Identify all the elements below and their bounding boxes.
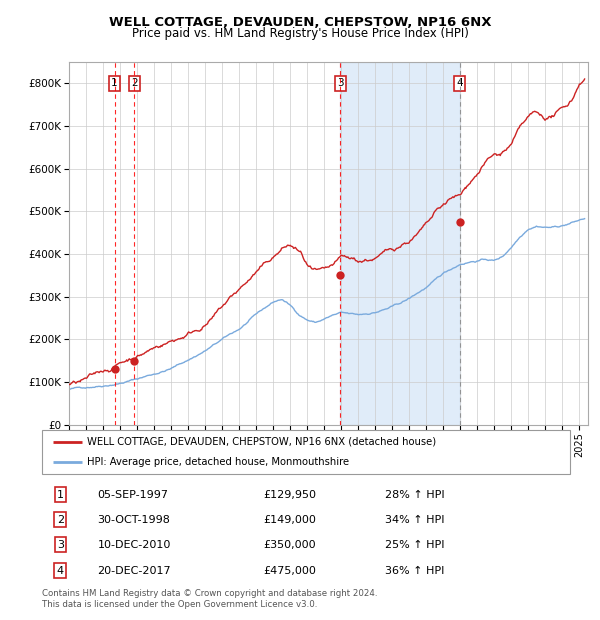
Text: 4: 4	[57, 565, 64, 576]
Text: 28% ↑ HPI: 28% ↑ HPI	[385, 490, 445, 500]
Text: 3: 3	[337, 78, 344, 88]
FancyBboxPatch shape	[42, 430, 570, 474]
Text: 34% ↑ HPI: 34% ↑ HPI	[385, 515, 445, 525]
Text: 30-OCT-1998: 30-OCT-1998	[97, 515, 170, 525]
Text: WELL COTTAGE, DEVAUDEN, CHEPSTOW, NP16 6NX: WELL COTTAGE, DEVAUDEN, CHEPSTOW, NP16 6…	[109, 16, 491, 29]
Text: £129,950: £129,950	[264, 490, 317, 500]
Text: 36% ↑ HPI: 36% ↑ HPI	[385, 565, 445, 576]
Text: £149,000: £149,000	[264, 515, 317, 525]
Text: 1: 1	[111, 78, 118, 88]
Text: 4: 4	[457, 78, 463, 88]
Text: £350,000: £350,000	[264, 539, 316, 550]
Text: 2: 2	[131, 78, 137, 88]
Text: 3: 3	[57, 539, 64, 550]
Text: Contains HM Land Registry data © Crown copyright and database right 2024.: Contains HM Land Registry data © Crown c…	[42, 589, 377, 598]
Text: 25% ↑ HPI: 25% ↑ HPI	[385, 539, 445, 550]
Text: This data is licensed under the Open Government Licence v3.0.: This data is licensed under the Open Gov…	[42, 600, 317, 609]
Text: HPI: Average price, detached house, Monmouthshire: HPI: Average price, detached house, Monm…	[87, 457, 349, 467]
Text: 2: 2	[57, 515, 64, 525]
Text: £475,000: £475,000	[264, 565, 317, 576]
Text: WELL COTTAGE, DEVAUDEN, CHEPSTOW, NP16 6NX (detached house): WELL COTTAGE, DEVAUDEN, CHEPSTOW, NP16 6…	[87, 436, 436, 447]
Text: 10-DEC-2010: 10-DEC-2010	[97, 539, 171, 550]
Text: 05-SEP-1997: 05-SEP-1997	[97, 490, 169, 500]
Text: Price paid vs. HM Land Registry's House Price Index (HPI): Price paid vs. HM Land Registry's House …	[131, 27, 469, 40]
Text: 20-DEC-2017: 20-DEC-2017	[97, 565, 171, 576]
Text: 1: 1	[57, 490, 64, 500]
Bar	[340, 62, 460, 425]
